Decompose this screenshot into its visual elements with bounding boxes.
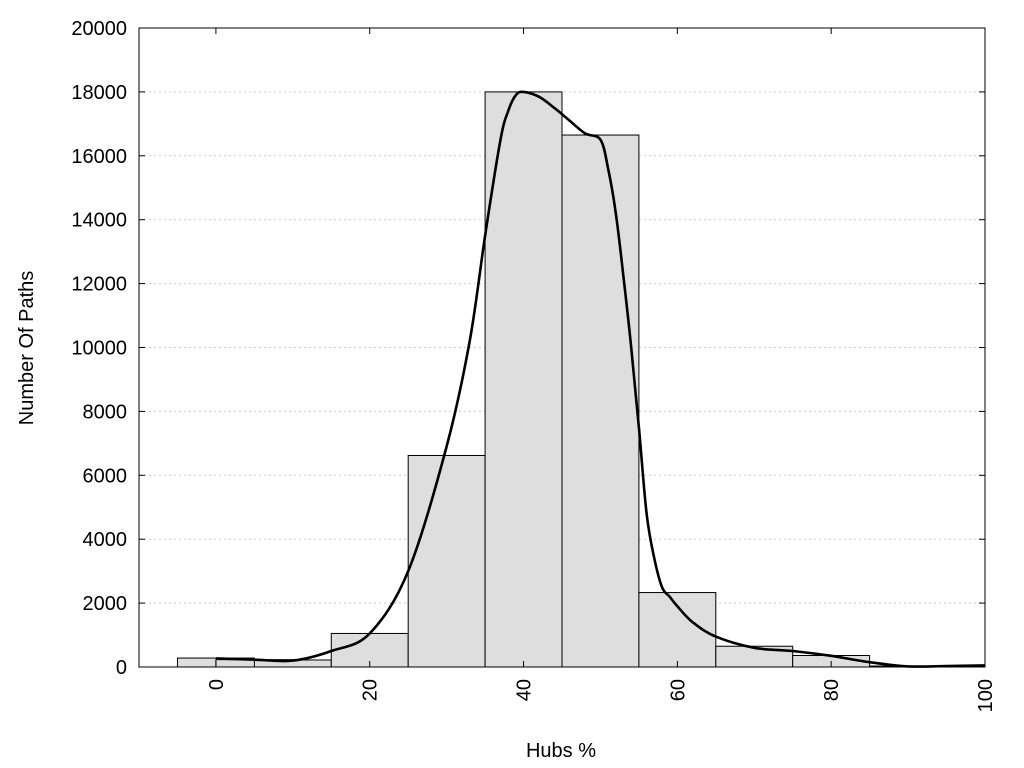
- x-axis-label: Hubs %: [526, 740, 596, 762]
- smoothed-curve: [215, 90, 986, 668]
- y-axis-label: Number Of Paths: [16, 271, 38, 426]
- x-axis-ticks: 0 20 40 60 80 100: [206, 28, 997, 712]
- y-tick-label: 20000: [71, 18, 127, 40]
- y-tick-label: 16000: [71, 146, 127, 168]
- x-tick-label: 40: [514, 679, 536, 701]
- histogram-bar: [407, 454, 486, 668]
- y-tick-label: 6000: [83, 465, 128, 487]
- y-tick-label: 4000: [83, 529, 128, 551]
- y-tick-label: 12000: [71, 274, 127, 296]
- histogram-bars: [176, 91, 986, 668]
- x-tick-label: 100: [975, 679, 997, 712]
- histogram-bar: [484, 91, 563, 668]
- y-axis-ticks: 0 2000 4000 6000 8000 10000 12000 14000 16000 180…: [71, 18, 985, 679]
- grid-lines: [139, 91, 985, 604]
- y-tick-label: 18000: [71, 82, 127, 104]
- y-tick-label: 14000: [71, 210, 127, 232]
- y-tick-label: 8000: [83, 401, 128, 423]
- y-tick-label: 10000: [71, 338, 127, 360]
- x-tick-label: 60: [667, 679, 689, 701]
- y-tick-label: 2000: [83, 593, 128, 615]
- x-tick-label: 20: [360, 679, 382, 701]
- y-tick-label: 0: [116, 657, 127, 679]
- histogram-bar: [561, 134, 640, 668]
- x-tick-label: 80: [821, 679, 843, 701]
- x-tick-label: 0: [206, 679, 228, 690]
